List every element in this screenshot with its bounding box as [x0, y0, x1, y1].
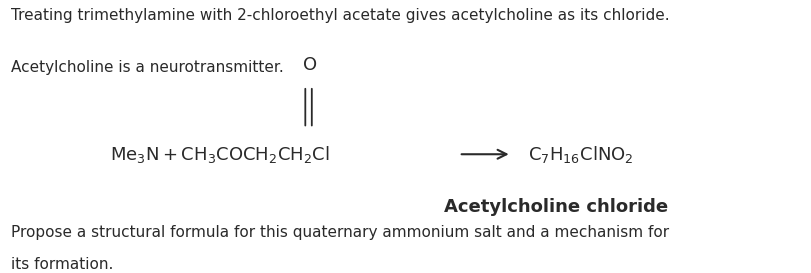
Text: Propose a structural formula for this quaternary ammonium salt and a mechanism f: Propose a structural formula for this qu…: [11, 225, 667, 240]
Text: $\mathregular{C_7H_{16}ClNO_2}$: $\mathregular{C_7H_{16}ClNO_2}$: [527, 144, 633, 165]
Text: Acetylcholine chloride: Acetylcholine chloride: [444, 198, 667, 216]
Text: O: O: [303, 56, 317, 74]
Text: Acetylcholine is a neurotransmitter.: Acetylcholine is a neurotransmitter.: [11, 60, 283, 75]
Text: its formation.: its formation.: [11, 257, 113, 272]
Text: $\mathregular{Me_3N + CH_3COCH_2CH_2Cl}$: $\mathregular{Me_3N + CH_3COCH_2CH_2Cl}$: [109, 144, 329, 165]
Text: Treating trimethylamine with 2-chloroethyl acetate gives acetylcholine as its ch: Treating trimethylamine with 2-chloroeth…: [11, 8, 668, 23]
